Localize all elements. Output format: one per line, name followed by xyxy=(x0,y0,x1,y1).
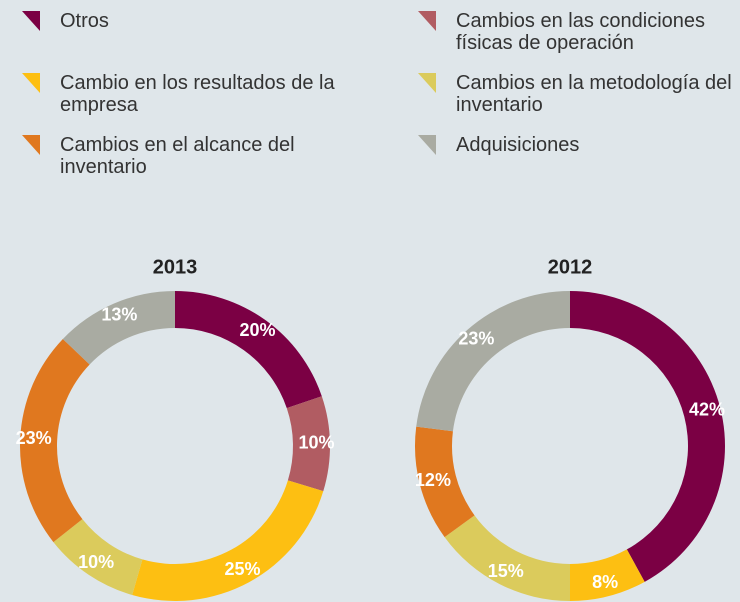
donut-slice xyxy=(19,338,90,543)
legend-label: Otros xyxy=(60,10,109,32)
legend-swatch xyxy=(22,73,40,93)
legend-swatch xyxy=(418,73,436,93)
legend-marker xyxy=(22,135,40,155)
chart-title: 2012 xyxy=(548,256,593,278)
legend-item: Cambios en las condiciones físicas de op… xyxy=(418,10,740,54)
data-label: 15% xyxy=(488,561,524,581)
legend-label: Cambios en las condiciones físicas de op… xyxy=(456,10,706,54)
donut-slice xyxy=(570,291,725,582)
legend-item: Otros xyxy=(22,10,345,32)
data-label: 23% xyxy=(458,329,494,349)
legend-swatch xyxy=(22,135,40,155)
donut-slice xyxy=(175,291,322,409)
donut-slice xyxy=(286,396,330,492)
data-label: 8% xyxy=(592,572,618,592)
donut-slice xyxy=(62,291,176,365)
legend-swatch xyxy=(22,11,40,31)
legend-marker xyxy=(22,73,40,93)
data-label: 20% xyxy=(239,320,275,340)
legend-label: Adquisiciones xyxy=(456,134,580,156)
donut-slice xyxy=(415,426,475,538)
legend-marker xyxy=(418,11,436,31)
data-label: 12% xyxy=(415,470,451,490)
legend-label: Cambios en la metodología del inventario xyxy=(456,72,732,116)
donut-slice xyxy=(53,519,143,595)
legend-swatch xyxy=(418,135,436,155)
data-label: 10% xyxy=(298,433,334,453)
donut-slice xyxy=(444,515,570,601)
data-label: 10% xyxy=(78,552,114,572)
legend-label: Cambio en los resultados de la empresa xyxy=(60,72,335,116)
legend-marker xyxy=(22,11,40,31)
data-label: 25% xyxy=(225,559,261,579)
legend-item: Cambio en los resultados de la empresa xyxy=(22,72,345,116)
data-label: 13% xyxy=(101,305,137,325)
legend-label: Cambios en el alcance del inventario xyxy=(60,134,295,178)
donut-slice xyxy=(132,480,324,601)
legend-item: Cambios en el alcance del inventario xyxy=(22,134,345,178)
legend-swatch xyxy=(418,11,436,31)
legend-item: Adquisiciones xyxy=(418,134,740,156)
donut-slice xyxy=(416,291,570,432)
data-label: 23% xyxy=(16,428,52,448)
legend-marker xyxy=(418,135,436,155)
legend-item: Cambios en la metodología del inventario xyxy=(418,72,740,116)
legend-marker xyxy=(418,73,436,93)
donut-slice xyxy=(570,549,645,601)
data-label: 42% xyxy=(689,400,725,420)
chart-title: 2013 xyxy=(153,256,198,278)
